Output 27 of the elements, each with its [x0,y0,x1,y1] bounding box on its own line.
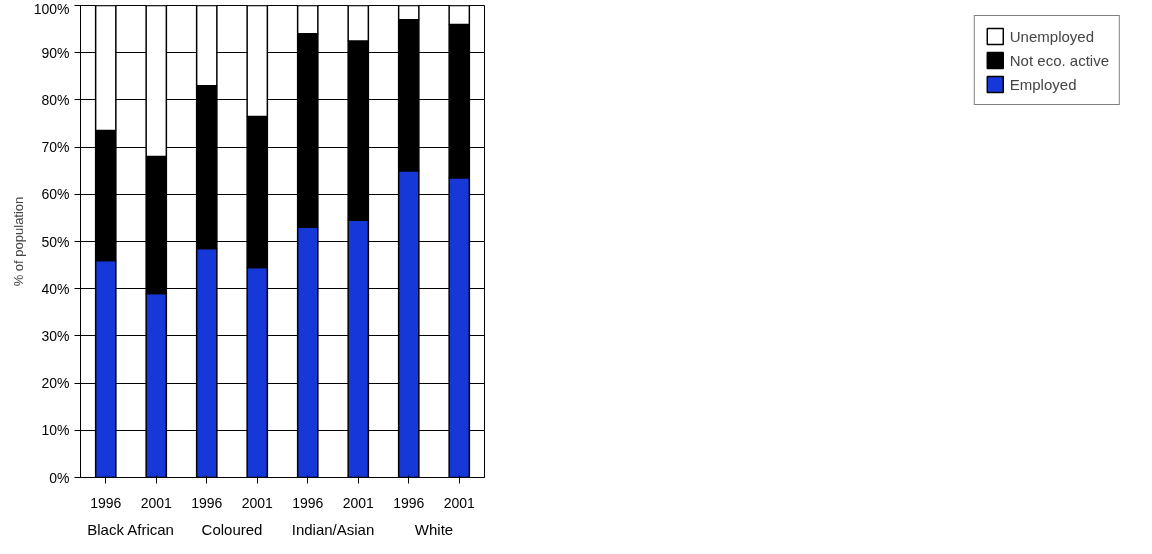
y-tick-label: 20% [41,375,70,392]
x-tick-label: 1996 [393,494,425,511]
text: White [414,520,454,538]
x-tick-label: 2001 [443,494,476,511]
y-tick-label: 70% [41,139,70,156]
x-tick-label: 2001 [241,494,274,511]
legend-label: Unemployed [1009,27,1094,45]
x-tick-label: 2001 [140,494,173,511]
y-tick-label: 80% [41,91,70,108]
x-tick-label: 1996 [292,494,324,511]
y-axis-title: % of population [10,196,26,287]
text: Coloured [201,520,263,538]
text: Black African [87,520,174,538]
y-tick-label: 60% [41,186,70,203]
x-tick-label: 1996 [90,494,122,511]
y-tick-label: 100% [33,0,70,17]
y-tick-label: 10% [41,422,70,439]
y-tick-label: 50% [41,233,70,250]
y-tick-label: 90% [41,44,70,61]
y-tick-label: 0% [49,469,70,486]
legend-label: Not eco. active [1009,51,1109,69]
text: Indian/Asian [291,520,375,538]
legend-label: Employed [1009,75,1077,93]
y-tick-label: 30% [41,327,70,344]
x-tick-label: 2001 [342,494,375,511]
y-tick-label: 40% [41,280,70,297]
x-tick-label: 1996 [191,494,223,511]
